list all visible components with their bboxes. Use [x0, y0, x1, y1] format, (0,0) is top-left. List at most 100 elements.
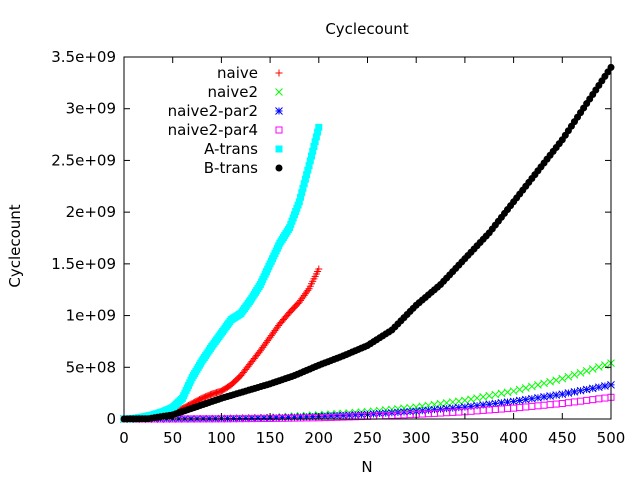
x-tick-label: 500: [597, 429, 626, 447]
data-point: [595, 395, 603, 403]
data-point: [594, 383, 603, 392]
axes: 0 50 100 150 200 250 300 350 400 450 500 0 5e+08 1e+0…: [51, 48, 625, 447]
data-point: [552, 400, 560, 408]
data-point: [588, 365, 597, 373]
data-point: [461, 396, 469, 405]
data-point: [307, 152, 315, 160]
y-tick-label: 1e+09: [66, 307, 116, 325]
y-tick-label: 2.5e+09: [51, 151, 116, 169]
data-point: [400, 404, 408, 413]
data-point: [345, 411, 354, 419]
data-point: [534, 402, 542, 410]
data-point: [315, 123, 323, 131]
data-point: [582, 367, 591, 375]
data-point: [485, 406, 493, 414]
series-B-trans: [120, 63, 615, 423]
data-point: [564, 399, 572, 407]
data-point: [303, 171, 311, 179]
data-point: [497, 389, 506, 398]
data-point: [479, 393, 488, 401]
legend-label: naive2-par4: [168, 121, 258, 139]
x-tick-label: 150: [256, 429, 285, 447]
data-point: [503, 388, 512, 397]
data-point: [299, 184, 307, 192]
data-point: [339, 411, 348, 420]
x-axis-label: N: [361, 458, 372, 476]
data-point: [576, 386, 585, 395]
data-point: [588, 384, 597, 393]
data-point: [473, 394, 481, 402]
legend-label: A-trans: [204, 140, 258, 158]
data-point: [528, 382, 536, 391]
legend-marker: [275, 107, 283, 115]
data-point: [357, 410, 366, 419]
data-point: [570, 370, 579, 379]
x-tick-label: 450: [548, 429, 577, 447]
data-point: [546, 377, 554, 386]
data-point: [351, 411, 360, 419]
data-point: [309, 147, 317, 155]
x-tick-label: 50: [163, 429, 182, 447]
data-point: [552, 376, 561, 385]
data-point: [375, 409, 384, 418]
data-point: [295, 198, 303, 206]
data-point: [504, 405, 512, 413]
data-point: [436, 405, 445, 414]
data-point: [528, 402, 536, 410]
data-point: [558, 399, 566, 407]
data-point: [582, 385, 591, 394]
data-point: [297, 193, 305, 201]
data-point: [577, 397, 585, 405]
data-point: [521, 384, 530, 392]
data-point: [552, 391, 561, 399]
data-point: [448, 404, 457, 412]
chart-title: Cyclecount: [325, 20, 408, 38]
data-point: [510, 404, 518, 412]
x-tick-label: 100: [207, 429, 236, 447]
y-tick-label: 5e+08: [66, 358, 116, 376]
data-point: [570, 387, 579, 396]
data-point: [454, 403, 463, 412]
data-point: [546, 401, 554, 409]
legend-label: B-trans: [204, 159, 258, 177]
data-point: [594, 363, 603, 371]
data-point: [503, 398, 512, 406]
y-tick-label: 1.5e+09: [51, 255, 116, 273]
legend-label: naive: [217, 64, 258, 82]
legend: naivenaive2naive2-par2naive2-par4A-trans…: [168, 64, 283, 177]
data-point: [497, 398, 506, 407]
data-point: [540, 401, 548, 409]
data-point: [305, 162, 313, 170]
legend-marker: [275, 164, 283, 172]
data-point: [564, 389, 573, 397]
legend-marker: [275, 145, 283, 153]
y-axis-label: Cyclecount: [6, 204, 24, 287]
data-point: [304, 166, 312, 174]
data-point: [491, 390, 500, 399]
data-point: [310, 142, 318, 150]
x-tick-label: 350: [451, 429, 480, 447]
plot-area: [120, 63, 615, 423]
data-point: [576, 368, 585, 377]
y-tick-label: 3.5e+09: [51, 48, 116, 66]
data-point: [516, 404, 524, 412]
legend-marker: [275, 88, 283, 96]
data-point: [534, 381, 542, 389]
legend-label: naive2: [207, 83, 258, 101]
data-point: [312, 133, 320, 141]
data-point: [522, 403, 530, 411]
data-point: [327, 412, 335, 420]
data-point: [601, 394, 609, 402]
x-tick-label: 0: [119, 429, 129, 447]
data-point: [314, 128, 322, 136]
x-tick-label: 200: [304, 429, 333, 447]
data-point: [485, 391, 494, 400]
data-point: [321, 412, 329, 421]
data-point: [497, 405, 505, 413]
x-tick-label: 300: [402, 429, 431, 447]
data-point: [601, 382, 609, 390]
data-point: [298, 189, 306, 197]
y-tick-label: 0: [106, 410, 116, 428]
data-point: [558, 390, 567, 399]
